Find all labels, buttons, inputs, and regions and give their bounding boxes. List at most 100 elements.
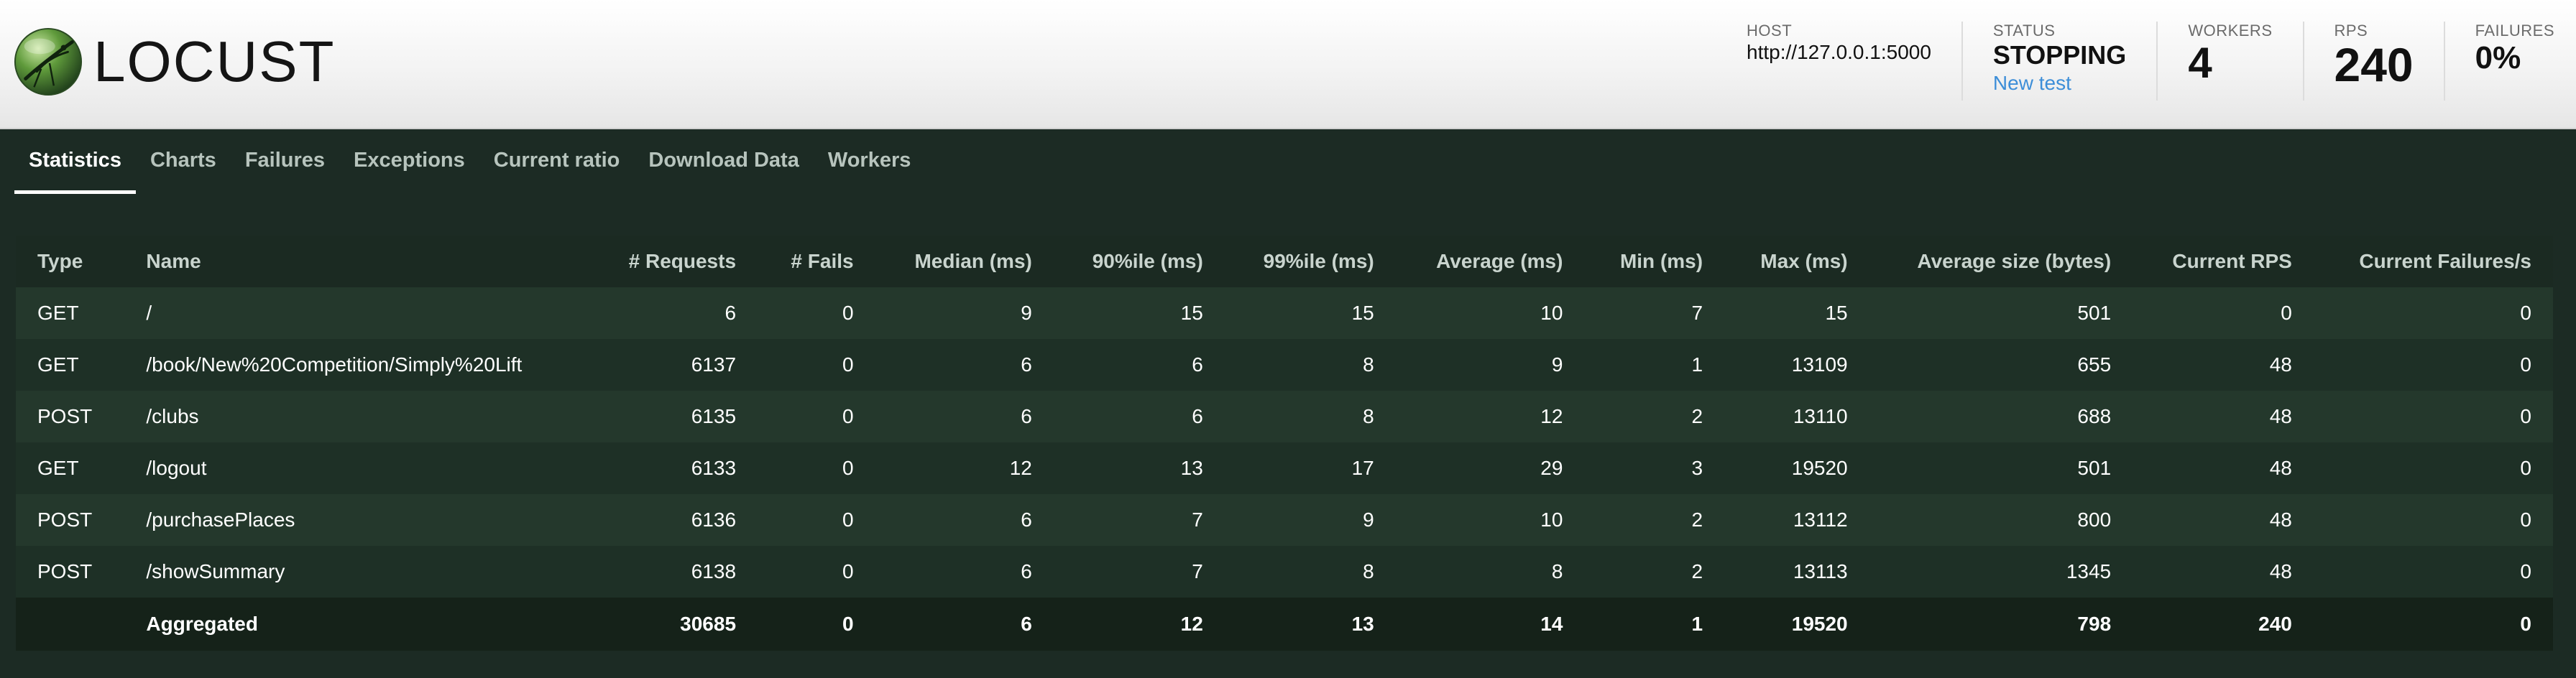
cell-average: 12 [1395,391,1585,442]
cell-max: 13113 [1724,546,1869,598]
cell-min: 2 [1584,391,1725,442]
col-header-type[interactable]: Type [16,236,125,287]
cell-name: /book/New%20Competition/Simply%20Lift [124,339,591,391]
cell-requests: 6138 [590,546,758,598]
cell-max: 15 [1724,287,1869,339]
cell-median: 6 [875,391,1054,442]
col-header-max[interactable]: Max (ms) [1724,236,1869,287]
cell-requests: 6133 [590,442,758,494]
cell-p90: 13 [1053,442,1225,494]
col-header-average[interactable]: Average (ms) [1395,236,1585,287]
table-body: GET/6 0 9 15 15 10 7 15 501 0 0 GET/book/New%20Comp… [16,287,2553,598]
logo[interactable]: LOCUST [13,26,336,98]
cell-current-failures: 0 [2313,287,2553,339]
aggregated-cell-max: 19520 [1724,598,1869,651]
aggregated-cell-min: 1 [1584,598,1725,651]
table-row: GET/6 0 9 15 15 10 7 15 501 0 0 [16,287,2553,339]
col-header-current-failures[interactable]: Current Failures/s [2313,236,2553,287]
cell-name: /logout [124,442,591,494]
cell-fails: 0 [758,546,875,598]
cell-min: 2 [1584,546,1725,598]
col-header-p90[interactable]: 90%ile (ms) [1053,236,1225,287]
table-header-row: Type Name # Requests # Fails Median (ms)… [16,236,2553,287]
cell-type: POST [16,494,125,546]
cell-avg-size: 1345 [1869,546,2133,598]
status-label: STATUS [1992,22,2056,40]
workers-label: WORKERS [2188,22,2273,40]
col-header-median[interactable]: Median (ms) [875,236,1054,287]
table-row: POST/showSummary 6138 0 6 7 8 8 2 13113 1345 48 0 [16,546,2553,598]
cell-current-rps: 48 [2133,546,2314,598]
aggregated-cell-p99: 13 [1224,598,1396,651]
cell-fails: 0 [758,339,875,391]
col-header-requests[interactable]: # Requests [590,236,758,287]
tab-statistics[interactable]: Statistics [14,131,136,194]
cell-fails: 0 [758,442,875,494]
host-value: http://127.0.0.1:5000 [1747,41,1931,63]
cell-current-failures: 0 [2313,442,2553,494]
cell-name: /purchasePlaces [124,494,591,546]
tab-charts[interactable]: Charts [150,149,216,172]
cell-type: GET [16,287,125,339]
cell-min: 1 [1584,339,1725,391]
statistics-table: Type Name # Requests # Fails Median (ms)… [16,236,2553,651]
cell-max: 13110 [1724,391,1869,442]
cell-p99: 8 [1224,391,1396,442]
cell-name: / [124,287,591,339]
cell-requests: 6136 [590,494,758,546]
col-header-fails[interactable]: # Fails [758,236,875,287]
stats-bar: HOST http://127.0.0.1:5000 STATUS STOPPI… [1747,22,2554,105]
cell-max: 13112 [1724,494,1869,546]
aggregated-cell-average: 14 [1395,598,1585,651]
cell-max: 13109 [1724,339,1869,391]
stat-status: STATUS STOPPING New test [1961,22,2156,101]
cell-p90: 6 [1053,391,1225,442]
stat-rps: RPS 240 [2302,22,2444,101]
col-header-min[interactable]: Min (ms) [1584,236,1725,287]
col-header-name[interactable]: Name [124,236,591,287]
cell-fails: 0 [758,287,875,339]
cell-requests: 6 [590,287,758,339]
cell-type: GET [16,442,125,494]
failures-label: FAILURES [2475,22,2554,40]
cell-avg-size: 800 [1869,494,2133,546]
cell-p99: 15 [1224,287,1396,339]
tab-failures[interactable]: Failures [244,149,326,172]
aggregated-row: Aggregated 30685 0 6 12 13 14 1 19520 798 240 0 [16,598,2553,651]
tab-current-ratio[interactable]: Current ratio [493,149,620,172]
aggregated-cell-fails: 0 [758,598,875,651]
cell-median: 6 [875,546,1054,598]
cell-current-failures: 0 [2313,339,2553,391]
tab-exceptions[interactable]: Exceptions [354,149,465,172]
status-value: STOPPING [1992,40,2127,70]
cell-average: 8 [1395,546,1585,598]
table-row: POST/purchasePlaces 6136 0 6 7 9 10 2 13112 800 48… [16,494,2553,546]
col-header-current-rps[interactable]: Current RPS [2133,236,2314,287]
tab-download-data[interactable]: Download Data [648,149,799,172]
cell-fails: 0 [758,494,875,546]
cell-average: 10 [1395,494,1585,546]
cell-average: 29 [1395,442,1585,494]
cell-avg-size: 501 [1869,287,2133,339]
stat-host: HOST http://127.0.0.1:5000 [1747,22,1961,101]
cell-p99: 8 [1224,339,1396,391]
aggregated-cell-p90: 12 [1053,598,1225,651]
cell-requests: 6135 [590,391,758,442]
col-header-p99[interactable]: 99%ile (ms) [1224,236,1396,287]
cell-min: 3 [1584,442,1725,494]
aggregated-cell-type [16,598,125,651]
new-test-link[interactable]: New test [1992,71,2071,94]
cell-p99: 9 [1224,494,1396,546]
cell-max: 19520 [1724,442,1869,494]
cell-p99: 17 [1224,442,1396,494]
cell-name: /clubs [124,391,591,442]
host-label: HOST [1747,22,1793,40]
rps-value: 240 [2334,38,2414,91]
col-header-avg-size[interactable]: Average size (bytes) [1869,236,2133,287]
cell-current-rps: 48 [2133,494,2314,546]
tab-workers[interactable]: Workers [827,149,911,172]
cell-p90: 7 [1053,494,1225,546]
cell-min: 7 [1584,287,1725,339]
failures-value: 0% [2475,40,2521,75]
cell-current-rps: 48 [2133,442,2314,494]
